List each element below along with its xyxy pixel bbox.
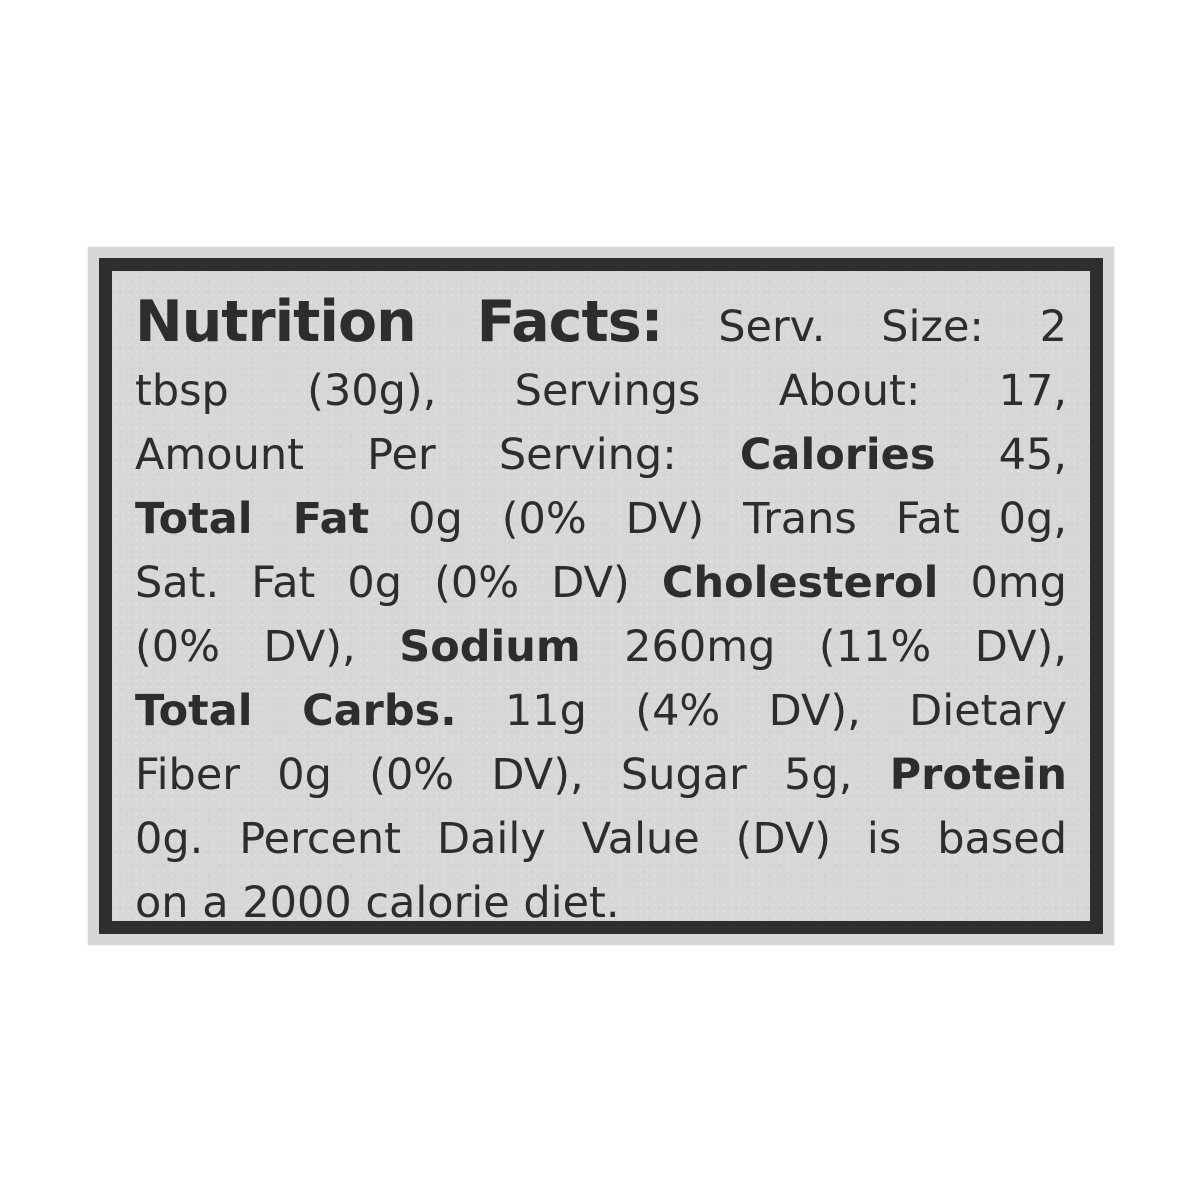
- label-line: Total Fat 0g (0% DV) Trans Fat 0g,: [135, 487, 1067, 551]
- label-border-frame: Nutrition Facts: Serv. Size: 2 tbsp (30g)…: [99, 258, 1103, 934]
- text-segment: 260mg (11% DV),: [624, 622, 1067, 672]
- text-segment: tbsp (30g), Servings About: 17,: [135, 366, 1067, 416]
- text-segment: Sodium: [399, 622, 581, 672]
- label-line: Fiber 0g (0% DV), Sugar 5g, Protein: [135, 743, 1067, 807]
- text-segment: Total Fat: [135, 494, 370, 544]
- label-line: Total Carbs. 11g (4% DV), Dietary: [135, 679, 1067, 743]
- text-segment: Cholesterol: [661, 558, 939, 608]
- text-segment: Sat. Fat 0g (0% DV): [135, 558, 630, 608]
- label-line: on a 2000 calorie diet.: [135, 871, 1067, 935]
- text-segment: Calories: [739, 430, 936, 480]
- label-line: Nutrition Facts: Serv. Size: 2: [135, 290, 1067, 359]
- label-text-block: Nutrition Facts: Serv. Size: 2 tbsp (30g)…: [125, 284, 1077, 928]
- text-segment: on a 2000 calorie diet.: [135, 878, 620, 928]
- label-line: 0g. Percent Daily Value (DV) is based: [135, 807, 1067, 871]
- nutrition-facts-label: Nutrition Facts: Serv. Size: 2 tbsp (30g)…: [88, 247, 1114, 945]
- text-segment: 11g (4% DV), Dietary: [504, 686, 1067, 736]
- label-line: (0% DV), Sodium 260mg (11% DV),: [135, 615, 1067, 679]
- text-segment: Protein: [889, 750, 1067, 800]
- text-segment: Serv. Size: 2: [718, 302, 1067, 352]
- text-segment: 0g (0% DV) Trans Fat 0g,: [408, 494, 1067, 544]
- text-segment: 0g. Percent Daily Value (DV) is based: [135, 814, 1067, 864]
- text-segment: Total Carbs.: [135, 686, 457, 736]
- text-segment: Fiber 0g (0% DV), Sugar 5g,: [135, 750, 853, 800]
- label-line: Amount Per Serving: Calories 45,: [135, 423, 1067, 487]
- label-line: tbsp (30g), Servings About: 17,: [135, 359, 1067, 423]
- label-line: Sat. Fat 0g (0% DV) Cholesterol 0mg: [135, 551, 1067, 615]
- text-segment: (0% DV),: [135, 622, 356, 672]
- text-segment: Amount Per Serving:: [135, 430, 677, 480]
- text-segment: Nutrition Facts:: [135, 290, 663, 355]
- text-segment: 0mg: [970, 558, 1067, 608]
- text-segment: 45,: [998, 430, 1067, 480]
